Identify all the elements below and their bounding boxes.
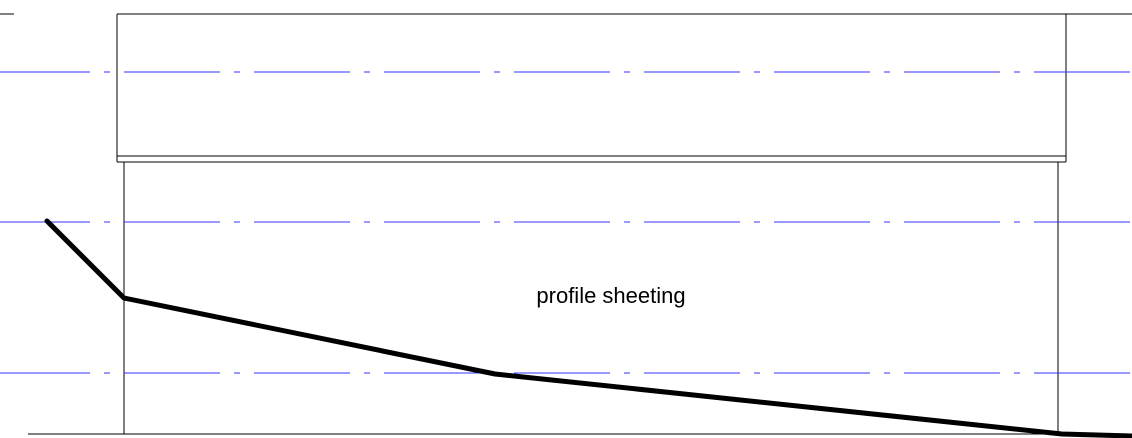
profile-sheeting-label: profile sheeting	[536, 283, 685, 308]
profile-line	[44, 218, 1132, 438]
centerlines	[0, 71, 1132, 374]
upper-panel	[116, 14, 1067, 163]
